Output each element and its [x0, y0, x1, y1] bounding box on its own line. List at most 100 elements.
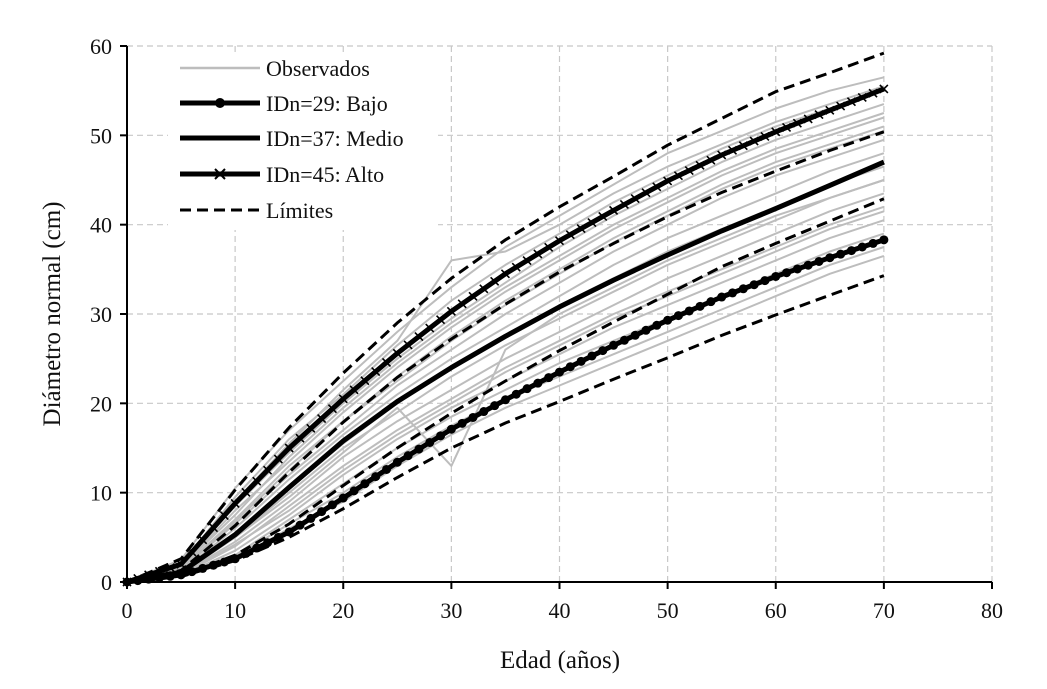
marker-bajo — [663, 315, 673, 325]
marker-bajo — [252, 543, 262, 553]
legend-item-alto: IDn=45: Alto — [180, 162, 384, 187]
marker-alto — [522, 256, 532, 266]
marker-alto — [814, 110, 824, 120]
marker-bajo — [338, 493, 348, 503]
x-tick-label: 30 — [440, 598, 462, 623]
marker-bajo — [349, 486, 359, 496]
marker-bajo — [609, 340, 619, 350]
marker-bajo — [306, 513, 316, 523]
observed-line — [126, 129, 885, 583]
marker-bajo — [684, 306, 694, 316]
marker-alto — [836, 101, 846, 111]
marker-bajo — [836, 249, 846, 259]
marker-alto — [284, 443, 294, 453]
x-tick-label: 80 — [981, 598, 1003, 623]
marker-alto — [533, 249, 543, 259]
marker-bajo — [652, 320, 662, 330]
marker-bajo — [673, 311, 683, 321]
marker-alto — [165, 563, 175, 573]
observed-line — [126, 179, 885, 583]
observed-line — [126, 152, 885, 583]
marker-alto — [663, 176, 673, 186]
marker-alto — [425, 323, 435, 333]
marker-bajo — [490, 401, 500, 411]
marker-alto — [392, 348, 402, 358]
marker-bajo — [641, 325, 651, 335]
marker-bajo — [230, 554, 240, 564]
marker-alto — [198, 535, 208, 545]
x-tick-label: 50 — [657, 598, 679, 623]
marker-bajo — [263, 538, 273, 548]
marker-bajo — [284, 527, 294, 537]
y-tick-label: 10 — [90, 481, 112, 506]
marker-alto — [262, 465, 273, 475]
observed-line — [126, 192, 885, 583]
marker-alto — [554, 236, 565, 246]
series-alto — [122, 84, 889, 587]
marker-alto — [479, 284, 489, 294]
marker-bajo — [468, 412, 478, 422]
legend-marker-bajo — [215, 98, 225, 108]
marker-alto — [208, 523, 219, 533]
observed-line — [126, 112, 885, 583]
marker-bajo — [219, 557, 229, 567]
marker-bajo — [392, 457, 402, 467]
marker-alto — [230, 498, 240, 508]
marker-bajo — [436, 431, 446, 441]
marker-alto — [176, 559, 186, 569]
marker-bajo — [717, 292, 727, 302]
marker-alto — [446, 306, 456, 316]
marker-alto — [490, 276, 500, 286]
marker-bajo — [598, 346, 608, 356]
x-tick-label: 60 — [765, 598, 787, 623]
marker-bajo — [327, 500, 337, 510]
marker-bajo — [738, 284, 748, 294]
marker-alto — [500, 269, 511, 279]
marker-alto — [327, 404, 338, 414]
marker-bajo — [371, 472, 381, 482]
observed-line — [126, 210, 885, 583]
marker-bajo — [544, 373, 554, 383]
marker-alto — [727, 145, 738, 155]
x-tick-label: 20 — [332, 598, 354, 623]
marker-alto — [717, 150, 727, 160]
marker-bajo — [587, 351, 597, 361]
observed-line — [126, 138, 885, 583]
marker-alto — [781, 122, 792, 133]
marker-alto — [317, 413, 327, 424]
marker-alto — [792, 118, 802, 128]
marker-bajo — [241, 548, 251, 558]
marker-bajo — [479, 407, 489, 417]
marker-alto — [457, 299, 467, 309]
marker-alto — [608, 205, 619, 215]
marker-alto — [673, 171, 684, 181]
legend-item-medio: IDn=37: Medio — [180, 126, 404, 151]
marker-bajo — [295, 520, 305, 530]
marker-alto — [652, 182, 662, 192]
marker-alto — [641, 188, 651, 198]
marker-alto — [144, 570, 154, 580]
marker-alto — [576, 224, 586, 234]
x-tick-label: 40 — [549, 598, 571, 623]
marker-alto — [381, 357, 392, 367]
marker-bajo — [728, 288, 737, 298]
marker-bajo — [857, 242, 867, 252]
marker-alto — [511, 262, 521, 272]
marker-alto — [868, 88, 878, 98]
marker-bajo — [511, 389, 521, 399]
marker-bajo — [457, 418, 467, 428]
y-tick-label: 40 — [90, 213, 112, 238]
x-tick-label: 0 — [122, 598, 133, 623]
marker-bajo — [846, 246, 856, 256]
marker-bajo — [879, 235, 889, 245]
marker-bajo — [749, 280, 759, 290]
marker-alto — [241, 487, 251, 497]
marker-alto — [598, 211, 608, 222]
marker-bajo — [555, 367, 564, 377]
marker-alto — [187, 547, 197, 557]
y-axis-title: Diámetro normal (cm) — [39, 202, 66, 427]
marker-bajo — [803, 260, 813, 270]
marker-alto — [219, 510, 229, 521]
x-axis-title: Edad (años) — [500, 647, 620, 674]
